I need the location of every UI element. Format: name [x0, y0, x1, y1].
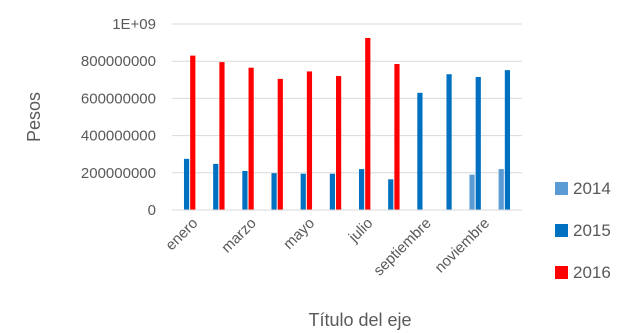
bar-2015-agosto [388, 179, 394, 210]
x-tick-label: septiembre [370, 215, 434, 279]
bar-2015-noviembre [475, 77, 481, 210]
bar-2015-septiembre [417, 92, 423, 210]
y-tick-label: 800000000 [81, 53, 156, 70]
legend-label: 2015 [573, 221, 611, 240]
y-tick-label: 1E+09 [112, 16, 156, 33]
legend-label: 2016 [573, 263, 611, 282]
bar-2016-mayo [306, 71, 313, 211]
bars [183, 37, 511, 211]
bar-2016-abril [277, 78, 283, 211]
bar-2016-agosto [394, 63, 400, 210]
bar-2015-julio [358, 169, 365, 210]
x-tick-label: marzo [218, 215, 259, 256]
legend-label: 2014 [573, 179, 611, 198]
bar-2015-diciembre [504, 70, 511, 211]
x-axis-title: Título del eje [308, 310, 411, 330]
bar-2015-octubre [446, 74, 452, 210]
legend-swatch-2015 [555, 224, 568, 237]
y-tick-label: 400000000 [81, 128, 156, 145]
legend-swatch-2014 [555, 182, 568, 195]
bar-2015-marzo [242, 170, 248, 210]
bar-2016-junio [336, 76, 342, 210]
x-tick-label: enero [162, 215, 201, 254]
bar-2015-mayo [300, 173, 306, 210]
bar-2015-junio [329, 173, 336, 210]
legend: 2014 2015 2016 [555, 179, 611, 282]
bar-2015-febrero [213, 163, 219, 210]
x-tick-label: julio [345, 215, 377, 247]
gridlines [172, 23, 522, 174]
bar-2016-julio [365, 37, 371, 211]
bar-2014-noviembre [469, 174, 475, 210]
y-tick-label: 0 [148, 202, 156, 219]
bar-2016-enero [190, 55, 196, 211]
x-tick-label: mayo [280, 215, 318, 253]
bar-2016-marzo [248, 67, 254, 211]
y-tick-label: 600000000 [81, 90, 156, 107]
bar-2015-abril [271, 173, 277, 210]
x-tick-label: noviembre [432, 215, 494, 277]
legend-swatch-2016 [555, 266, 568, 279]
bar-2014-diciembre [498, 169, 504, 210]
bar-2016-febrero [219, 62, 225, 210]
y-tick-label: 200000000 [81, 165, 156, 182]
bar-2015-enero [183, 158, 190, 210]
y-axis-title: Pesos [24, 92, 44, 142]
y-axis-ticks: 0 200000000 400000000 600000000 800000000 1E+… [81, 16, 156, 219]
